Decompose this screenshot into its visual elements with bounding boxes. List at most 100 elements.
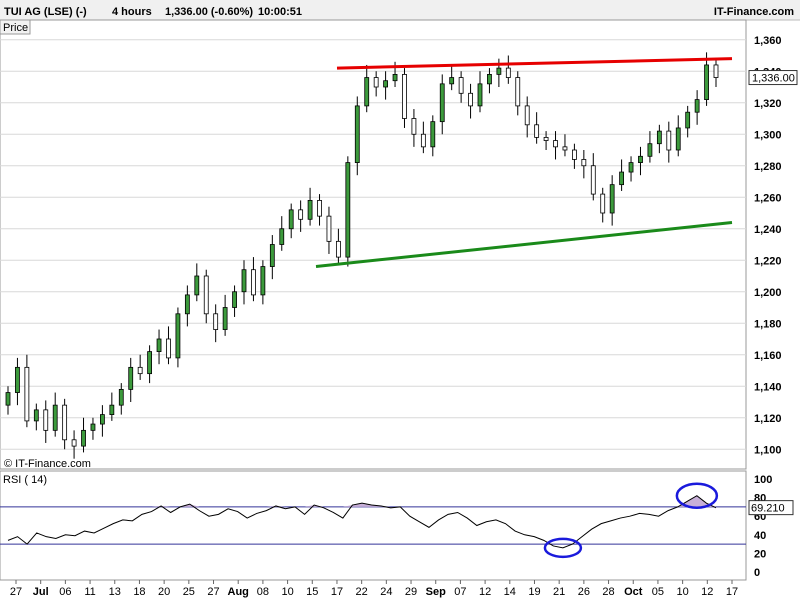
x-tick-label: 10 [676,586,688,598]
price-tick-label: 1,160 [754,350,782,362]
candle [685,105,691,138]
candle [15,357,20,406]
candle [666,121,672,163]
candle [260,260,266,305]
candle [713,58,719,87]
candle [468,83,473,119]
candle [222,294,228,336]
candle [562,134,568,157]
candle [694,90,700,125]
candle [524,96,530,138]
header-time: 10:00:51 [258,6,302,18]
x-tick-label: 29 [405,586,417,598]
header-quote: 1,336.00 (-0.60%) [165,6,253,18]
candle [52,392,58,437]
rsi-value-marker: 69.210 [748,500,794,516]
x-tick-label: Aug [228,586,249,598]
x-tick-label: 11 [84,586,95,598]
rsi-tick-label: 0 [754,567,760,579]
x-tick-label: 27 [207,586,219,598]
x-tick-label: Oct [624,586,643,598]
candle [298,200,304,232]
price-panel [0,19,747,470]
candle [628,156,634,182]
candle [147,345,153,384]
candle [505,55,511,84]
x-tick-label: 26 [578,586,590,598]
candle [590,153,596,201]
x-tick-label: 18 [133,586,145,598]
candle [477,71,483,113]
header-bar [0,0,800,20]
candle [656,124,662,154]
candle [383,71,389,100]
candle [458,71,464,103]
header-instrument: TUI AG (LSE) (-) [4,6,87,18]
rsi-line [7,495,717,549]
candle [118,383,124,415]
x-tick-label: 13 [109,586,121,598]
candle [241,260,247,305]
price-tick-label: 1,120 [754,413,782,425]
rsi-tick-label: 20 [754,548,766,560]
candle [534,112,540,144]
candle [647,131,653,163]
candle [5,386,11,415]
x-tick-label: Jul [33,586,49,598]
candle [166,326,171,365]
last-price-label: 1,336.00 [752,73,795,85]
price-tick-label: 1,320 [754,98,782,110]
price-tick-label: 1,220 [754,255,782,267]
candle [638,146,643,176]
copyright-watermark: © IT-Finance.com [4,458,91,470]
candle [279,216,285,251]
x-tick-label: 05 [652,586,664,598]
rsi-oversold-highlight-circle [543,537,583,559]
candle [137,354,143,380]
candle [335,228,341,264]
candle [704,52,709,106]
candle [269,235,275,280]
price-tick-label: 1,300 [754,129,782,141]
x-tick-label: 10 [281,586,293,598]
x-tick-label: 07 [454,586,466,598]
candle [675,115,681,157]
candle [326,206,332,254]
price-tick-label: 1,260 [754,192,782,204]
candle [515,71,521,116]
x-tick-label: Sep [426,586,446,598]
candle [194,263,200,302]
candle [81,417,86,453]
candle [307,187,313,226]
candle [24,354,30,428]
price-tab-label[interactable]: Price [3,22,28,34]
candle [317,194,322,226]
candle [90,417,96,440]
x-tick-label: 20 [158,586,170,598]
rsi-overbought-fill [8,495,716,507]
candle [581,150,587,179]
candle [487,68,492,94]
candle [62,398,68,450]
support-trendline [315,220,733,269]
candle [373,71,379,97]
candle [609,175,615,226]
x-tick-label: 17 [331,586,343,598]
x-tick-label: 12 [701,586,713,598]
candle [100,405,105,437]
x-tick-label: 22 [356,586,368,598]
candle [213,304,219,343]
x-tick-label: 27 [10,586,22,598]
price-tab[interactable] [0,19,31,35]
x-tick-label: 14 [504,586,516,598]
x-tick-label: 12 [479,586,491,598]
header-timeframe: 4 hours [112,6,152,18]
x-tick-label: 17 [726,586,738,598]
price-tick-label: 1,140 [754,381,782,393]
header-brand: IT-Finance.com [714,6,794,18]
rsi-overbought-highlight-circle [675,482,719,509]
x-tick-label: 08 [257,586,269,598]
candle [71,430,77,459]
last-price-marker: 1,336.00 [748,70,798,86]
